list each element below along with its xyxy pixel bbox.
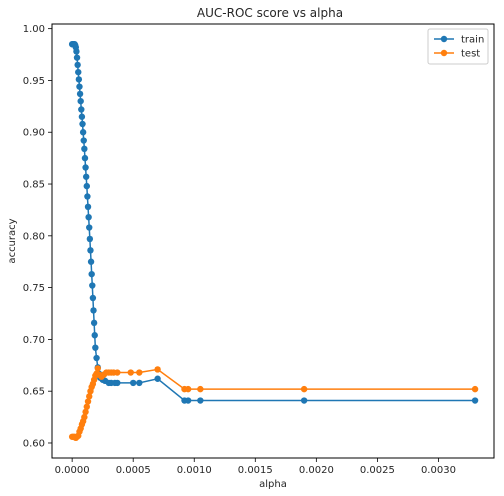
data-point-train: [80, 137, 87, 144]
plot-area: [51, 23, 495, 459]
legend-label-test: test: [461, 49, 480, 60]
y-axis: 0.60 0.65 0.70 0.75 0.80 0.85 0.90 0.95 1.00: [23, 24, 52, 449]
data-point-test: [114, 369, 121, 376]
data-point-train: [82, 173, 90, 180]
data-point-test: [94, 365, 101, 372]
data-point-test: [300, 385, 308, 393]
plot-frame: [51, 23, 495, 459]
x-tick-label: 0.0015: [238, 465, 273, 476]
data-point-train: [87, 258, 95, 265]
data-point-train: [82, 164, 89, 171]
data-point-test: [83, 403, 90, 410]
data-point-train: [76, 83, 83, 90]
legend-marker-train: [440, 35, 448, 43]
y-tick-label: 0.60: [23, 438, 45, 449]
data-point-train: [76, 90, 84, 98]
data-point-train: [136, 379, 143, 387]
data-point-train: [85, 213, 92, 221]
x-tick-label: 0.0010: [177, 465, 212, 476]
y-tick-label: 0.65: [23, 387, 45, 398]
data-point-test: [82, 408, 89, 416]
series-layer: [68, 40, 479, 442]
x-tick-label: 0.0030: [421, 465, 456, 476]
data-point-test: [86, 393, 93, 400]
data-point-test: [81, 413, 88, 421]
y-tick-label: 0.85: [23, 180, 45, 191]
y-tick-label: 0.80: [23, 231, 45, 242]
x-tick-label: 0.0020: [299, 465, 334, 476]
data-point-train: [90, 319, 98, 327]
x-tick-label: 0.0005: [116, 465, 151, 476]
data-point-train: [86, 235, 94, 243]
legend-label-train: train: [461, 35, 484, 46]
data-point-train: [78, 113, 86, 120]
data-point-train: [89, 294, 97, 302]
data-point-test: [136, 369, 143, 376]
data-point-train: [74, 61, 81, 69]
data-point-train: [92, 344, 99, 351]
legend-marker-test: [440, 49, 448, 57]
data-point-train: [471, 397, 479, 404]
data-point-train: [154, 375, 161, 382]
data-point-train: [83, 182, 90, 190]
y-tick-label: 0.95: [23, 76, 45, 87]
x-axis-label: alpha: [259, 479, 287, 490]
y-tick-label: 0.75: [23, 283, 45, 294]
chart-title: AUC-ROC score vs alpha: [197, 6, 343, 20]
data-point-train: [129, 379, 137, 387]
x-tick-label: 0.0000: [55, 465, 90, 476]
data-point-train: [84, 193, 91, 200]
data-point-train: [87, 247, 94, 254]
data-point-test: [84, 398, 92, 405]
data-point-train: [197, 397, 204, 404]
data-point-train: [79, 129, 87, 136]
data-point-train: [93, 354, 100, 362]
data-point-train: [77, 97, 84, 105]
data-point-train: [88, 270, 95, 278]
y-tick-label: 0.90: [23, 128, 45, 139]
data-point-test: [471, 385, 479, 393]
data-point-train: [78, 106, 85, 113]
data-point-train: [90, 307, 97, 314]
data-point-train: [81, 145, 88, 153]
data-point-train: [73, 48, 80, 55]
x-tick-label: 0.0025: [360, 465, 395, 476]
data-point-test: [154, 366, 161, 373]
data-point-train: [184, 397, 192, 404]
data-point-test: [127, 369, 134, 376]
data-point-train: [84, 203, 92, 211]
data-point-train: [91, 332, 98, 339]
data-point-train: [300, 397, 308, 404]
data-point-train: [73, 54, 81, 61]
data-point-train: [75, 68, 82, 76]
legend: train test: [427, 28, 489, 65]
data-point-test: [197, 385, 204, 393]
data-point-train: [75, 76, 83, 83]
y-axis-label: accuracy: [7, 218, 18, 263]
data-point-train: [79, 120, 86, 128]
data-point-train: [86, 224, 93, 231]
y-tick-label: 1.00: [23, 24, 45, 35]
data-point-test: [184, 385, 192, 393]
y-tick-label: 0.70: [23, 335, 45, 346]
x-axis: 0.0000 0.0005 0.0010 0.0015 0.0020 0.0025 0.00…: [55, 458, 456, 476]
data-point-train: [89, 282, 96, 289]
data-point-train: [81, 154, 89, 162]
plot-background: [52, 24, 494, 458]
data-point-train: [114, 379, 121, 387]
